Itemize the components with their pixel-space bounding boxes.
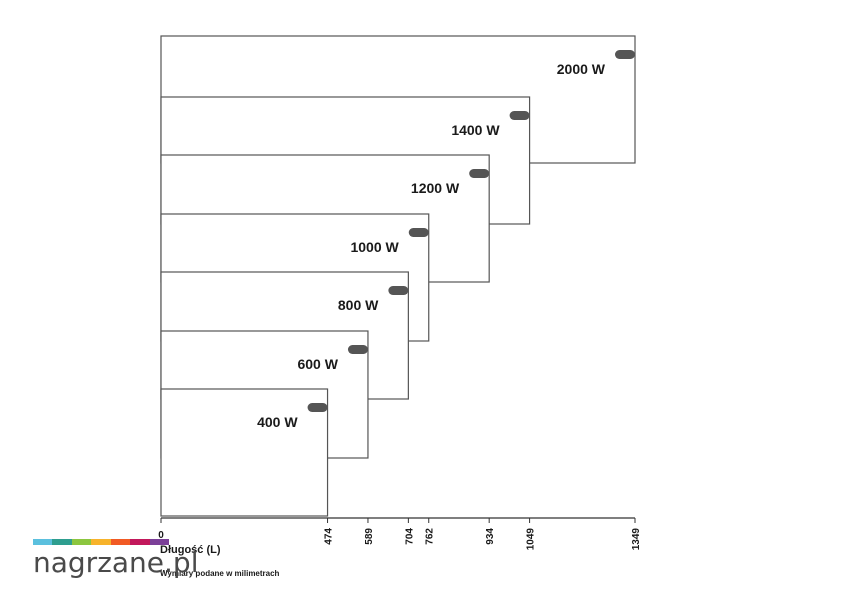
panel-outlines: 2000 W 1400 W 1200 W 1000 W 800 W 600 W 400 W xyxy=(160,35,636,517)
length-axis: 0 474 589 704 762 934 1049 1349 xyxy=(158,517,642,551)
logo-color-segment xyxy=(71,539,92,545)
power-label: 800 W xyxy=(338,297,379,313)
power-label: 1200 W xyxy=(411,180,460,196)
panel-outline xyxy=(160,388,329,517)
axis-tick-label: 934 xyxy=(485,528,496,545)
axis-title: Długość (L) xyxy=(160,544,221,556)
axis-tick-label: 1349 xyxy=(631,528,642,551)
logo-color-segment xyxy=(91,539,111,545)
thermostat-icon xyxy=(408,228,429,237)
power-label: 2000 W xyxy=(557,61,606,77)
axis-tick-label: 704 xyxy=(404,528,415,545)
panel-400w: 400 W xyxy=(160,388,329,517)
thermostat-icon xyxy=(347,345,368,354)
brand-logo: nagrzane.pl xyxy=(33,539,199,587)
dimensions-note: Wymiary podane w milimetrach xyxy=(160,569,280,578)
axis-tick-label: 762 xyxy=(425,528,436,545)
axis-tick-label: 1049 xyxy=(526,528,537,551)
thermostat-icon xyxy=(307,403,328,412)
thermostat-icon xyxy=(615,50,635,59)
axis-tick-label: 0 xyxy=(158,530,164,541)
logo-color-segment xyxy=(110,539,131,545)
logo-color-segment xyxy=(33,539,53,545)
axis-tick-label: 474 xyxy=(324,528,335,545)
logo-color-bar xyxy=(33,539,169,545)
power-label: 1400 W xyxy=(451,122,500,138)
logo-text: nagrzane.pl xyxy=(33,546,199,579)
axis-tick-label: 589 xyxy=(364,528,375,545)
logo-color-segment xyxy=(149,539,169,545)
power-label: 600 W xyxy=(297,356,338,372)
logo-color-segment xyxy=(52,539,72,545)
thermostat-icon xyxy=(509,111,530,120)
power-label: 1000 W xyxy=(350,239,399,255)
logo-color-segment xyxy=(130,539,150,545)
thermostat-icon xyxy=(469,169,490,178)
thermostat-icon xyxy=(388,286,409,295)
power-label: 400 W xyxy=(257,414,298,430)
